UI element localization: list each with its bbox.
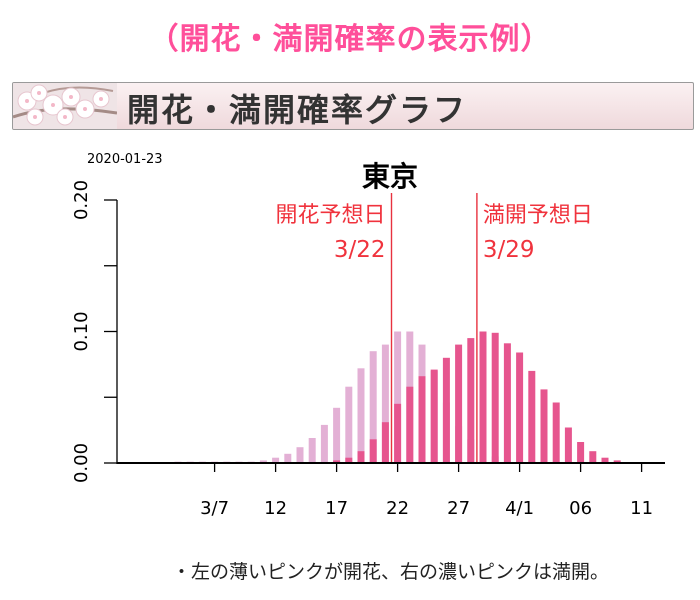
bloom-bar-12 (320, 424, 328, 463)
y-tick-label-1: 0.10 (71, 311, 92, 351)
x-tick-label-7: 11 (630, 498, 653, 519)
marker-label-0: 開花予想日 (275, 203, 385, 228)
full_bloom-bar-6 (406, 386, 414, 463)
full_bloom-bar-15 (516, 352, 524, 463)
full_bloom-bar-17 (540, 389, 548, 463)
bloom-bar-8 (272, 457, 280, 463)
marker-date-1: 3/29 (483, 237, 535, 263)
full_bloom-bar-1 (345, 457, 353, 463)
full_bloom-bar-12 (479, 331, 487, 463)
x-tick-label-4: 27 (447, 498, 470, 519)
y-tick-label-0: 0.00 (71, 443, 92, 483)
full_bloom-bar-3 (369, 439, 377, 463)
x-tick-label-5: 4/1 (505, 498, 534, 519)
marker-label-1: 満開予想日 (483, 203, 593, 228)
full_bloom-bar-20 (577, 442, 585, 463)
cherry-blossom-icon (13, 83, 117, 129)
banner-title: 開花・満開確率グラフ (127, 91, 468, 129)
full_bloom-bar-5 (394, 403, 402, 463)
legend-footnote: ・左の薄いピンクが開花、右の濃いピンクは満開。 (172, 561, 610, 583)
full_bloom-bar-22 (601, 457, 609, 463)
bloom-bar-7 (259, 460, 267, 463)
marker-date-0: 3/22 (334, 237, 386, 263)
full_bloom-bar-14 (503, 343, 511, 463)
chart-date-stamp: 2020-01-23 (87, 152, 163, 167)
chart-title: 東京 (362, 160, 418, 193)
bloom-bar-17 (381, 344, 389, 463)
full_bloom-bar-2 (357, 451, 365, 463)
full_bloom-bar-8 (430, 369, 438, 463)
full_bloom-bar-9 (442, 357, 450, 463)
bloom-bar-9 (284, 453, 292, 463)
full_bloom-bar-13 (491, 332, 499, 463)
x-tick-label-2: 17 (325, 498, 348, 519)
markers-layer: 開花予想日 3/22 満開予想日 3/29 (275, 193, 593, 463)
probability-chart: 2020-01-23 東京 開花予想日 3/22 満開予想日 3/29 0.00 0.1… (71, 152, 665, 519)
full_bloom-bar-11 (467, 338, 475, 463)
full_bloom-bar-4 (381, 422, 389, 463)
bloom-bar-13 (333, 407, 341, 463)
x-tick-label-6: 06 (569, 498, 592, 519)
bloom-bar-10 (296, 447, 304, 463)
x-tick-label-0: 3/7 (200, 498, 229, 519)
bloom-bar-14 (345, 386, 353, 463)
x-tick-label-1: 12 (264, 498, 287, 519)
bloom-bar-18 (394, 331, 402, 463)
axes-layer: 0.00 0.10 0.20 3/7 12 17 22 27 4/1 06 11 (71, 180, 653, 519)
y-tick-label-2: 0.20 (71, 180, 92, 220)
full_bloom-bar-10 (455, 344, 463, 463)
full_bloom-bar-21 (589, 451, 597, 463)
full_bloom-bar-19 (564, 427, 572, 463)
bars-layer (174, 331, 621, 463)
full_bloom-bar-18 (552, 402, 560, 463)
graph-banner: 開花・満開確率グラフ (12, 82, 694, 130)
bloom-bar-11 (308, 438, 316, 463)
x-tick-label-3: 22 (386, 498, 409, 519)
full_bloom-bar-7 (418, 376, 426, 463)
bloom-bar-16 (369, 351, 377, 463)
full_bloom-bar-16 (528, 370, 536, 463)
page-heading: （開花・満開確率の表示例） (148, 22, 552, 57)
full_bloom-bar-0 (333, 460, 341, 463)
bloom-bar-15 (357, 368, 365, 463)
full_bloom-bar-23 (613, 460, 621, 463)
